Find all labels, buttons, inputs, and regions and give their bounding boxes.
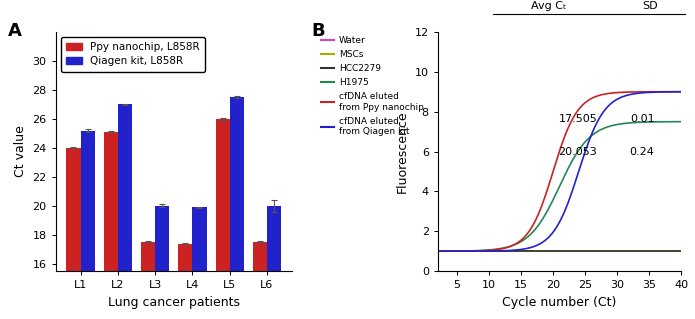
- Text: A: A: [8, 22, 22, 40]
- Legend: Ppy nanochip, L858R, Qiagen kit, L858R: Ppy nanochip, L858R, Qiagen kit, L858R: [60, 37, 205, 72]
- Bar: [178, 244, 193, 319]
- Bar: [229, 97, 244, 319]
- Legend: Water, MSCs, HCC2279, H1975, cfDNA eluted
from Ppy nanochip, cfDNA eluted
from Q: Water, MSCs, HCC2279, H1975, cfDNA elute…: [320, 36, 424, 136]
- Bar: [141, 242, 155, 319]
- X-axis label: Lung cancer patients: Lung cancer patients: [108, 296, 240, 309]
- Bar: [66, 148, 81, 319]
- Text: 0.01: 0.01: [630, 114, 655, 124]
- Bar: [104, 132, 118, 319]
- Y-axis label: Fluorescence: Fluorescence: [396, 110, 409, 193]
- Bar: [193, 207, 206, 319]
- Text: B: B: [311, 22, 325, 40]
- Bar: [118, 104, 132, 319]
- Bar: [155, 206, 170, 319]
- Text: Avg Cₜ: Avg Cₜ: [532, 1, 566, 11]
- Bar: [81, 130, 95, 319]
- Bar: [215, 119, 229, 319]
- Text: 17.505: 17.505: [558, 114, 597, 124]
- Text: 20.053: 20.053: [558, 146, 597, 157]
- Text: 0.24: 0.24: [630, 146, 655, 157]
- Y-axis label: Ct value: Ct value: [14, 126, 27, 177]
- Bar: [267, 206, 281, 319]
- Bar: [253, 242, 267, 319]
- X-axis label: Cycle number (Ct): Cycle number (Ct): [502, 296, 616, 309]
- Text: SD: SD: [642, 1, 657, 11]
